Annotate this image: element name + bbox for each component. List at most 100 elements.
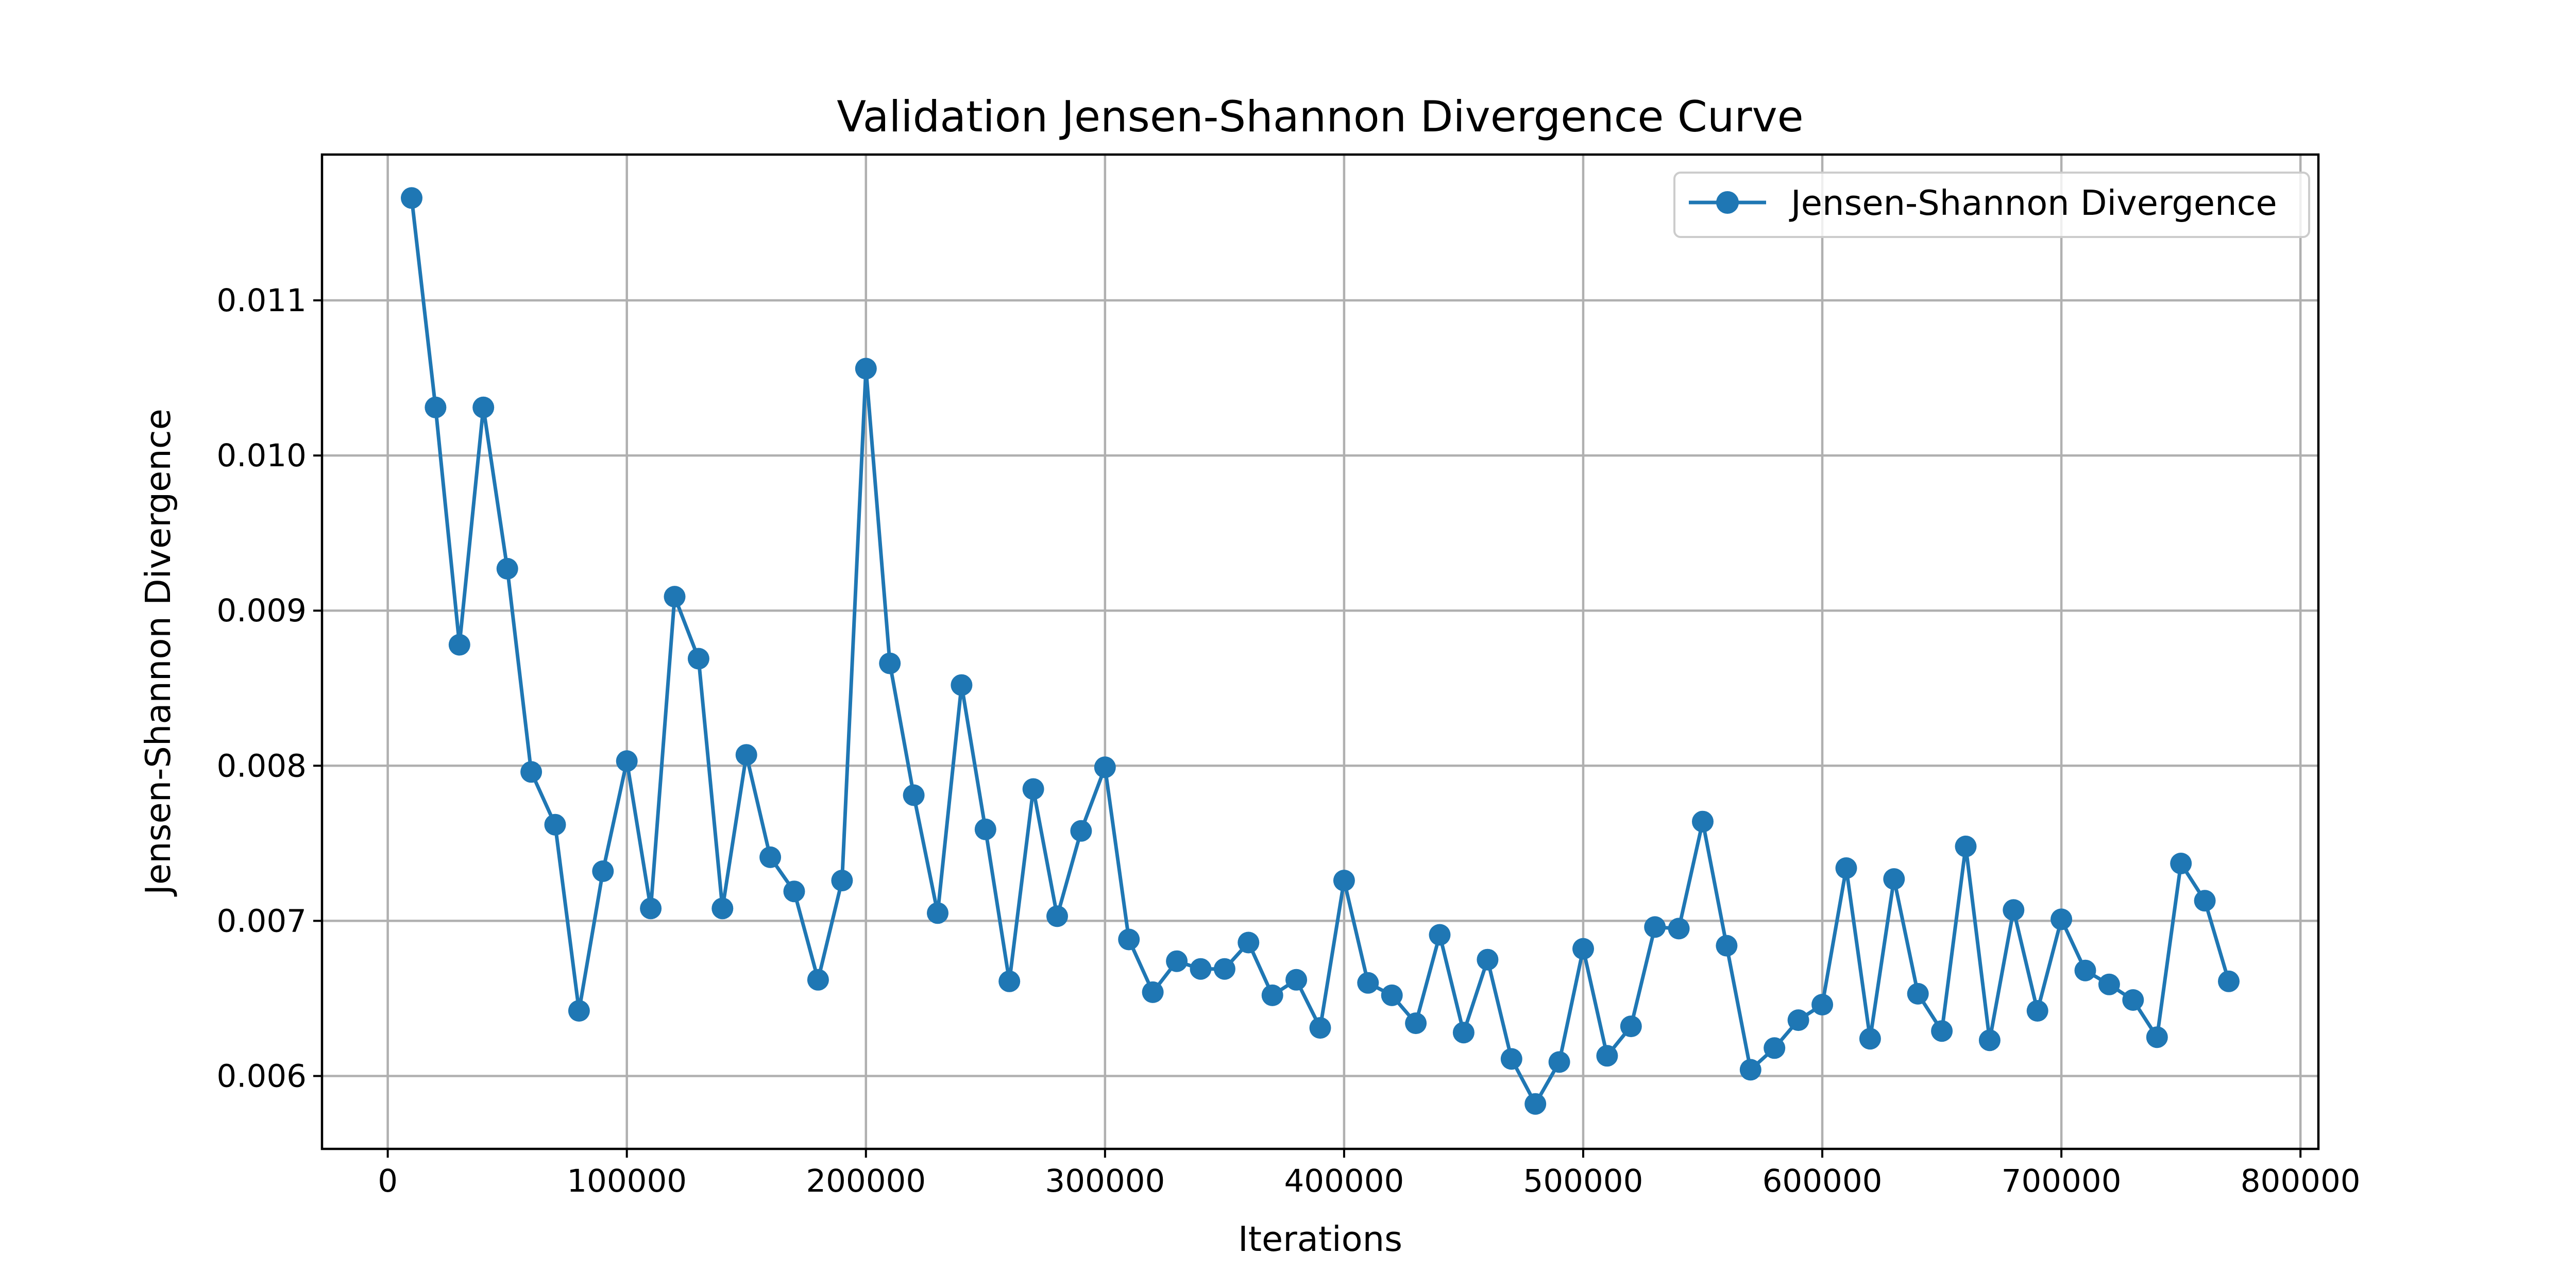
data-point xyxy=(2003,899,2025,921)
data-point xyxy=(664,586,686,608)
data-point xyxy=(1811,994,1834,1015)
data-point xyxy=(2194,890,2216,912)
data-point xyxy=(496,557,518,580)
x-tick-label: 500000 xyxy=(1523,1163,1643,1199)
y-tick-label: 0.011 xyxy=(216,282,307,319)
data-point xyxy=(568,1000,590,1022)
data-point xyxy=(1931,1020,1953,1042)
plot-background xyxy=(322,155,2318,1149)
data-point xyxy=(974,818,996,840)
data-point xyxy=(879,652,901,674)
data-point xyxy=(544,814,566,836)
series-layer xyxy=(401,187,2240,1115)
data-point xyxy=(2218,970,2240,992)
data-point xyxy=(1022,778,1044,800)
data-point xyxy=(1046,905,1068,927)
data-point xyxy=(855,358,877,380)
data-point xyxy=(1333,870,1355,892)
data-point xyxy=(592,860,614,882)
data-point xyxy=(1213,958,1235,980)
data-point xyxy=(2146,1026,2168,1048)
data-point xyxy=(1978,1029,2001,1052)
data-point xyxy=(1668,918,1690,940)
data-point xyxy=(1787,1009,1809,1031)
data-point xyxy=(1261,984,1283,1006)
data-point xyxy=(1070,820,1092,842)
x-tick-label: 800000 xyxy=(2241,1163,2361,1199)
data-point xyxy=(401,187,422,209)
x-tick-label: 700000 xyxy=(2002,1163,2122,1199)
data-point xyxy=(640,897,662,920)
data-point xyxy=(1118,928,1140,951)
data-point xyxy=(687,648,709,670)
data-point xyxy=(831,870,853,892)
data-point xyxy=(2098,973,2120,995)
data-point xyxy=(2170,853,2192,874)
data-point xyxy=(927,902,948,924)
data-point xyxy=(2026,1000,2048,1022)
data-point xyxy=(903,784,925,806)
data-point xyxy=(1596,1045,1618,1067)
y-axis-label: Jensen-Shannon Divergence xyxy=(138,409,178,897)
data-point xyxy=(616,750,638,772)
data-point xyxy=(448,634,470,656)
data-point xyxy=(2122,989,2144,1011)
data-point xyxy=(1405,1012,1427,1035)
grid xyxy=(322,155,2318,1149)
data-point xyxy=(1429,924,1451,946)
data-point xyxy=(472,396,495,418)
data-point xyxy=(951,674,973,696)
data-point xyxy=(2074,959,2096,981)
data-point xyxy=(1094,756,1116,778)
x-axis-label: Iterations xyxy=(1238,1219,1402,1259)
data-point xyxy=(1477,948,1499,971)
data-point xyxy=(1692,810,1714,833)
data-point xyxy=(1238,931,1260,954)
data-point xyxy=(998,970,1021,992)
legend-point-marker xyxy=(1716,191,1739,214)
y-tick-label: 0.008 xyxy=(216,748,307,784)
data-point xyxy=(735,744,757,766)
y-tick-label: 0.006 xyxy=(216,1058,307,1094)
data-point xyxy=(1309,1017,1331,1039)
data-point xyxy=(1190,958,1212,980)
data-point xyxy=(1524,1093,1547,1115)
y-tick-label: 0.010 xyxy=(216,437,307,474)
x-tick-label: 0 xyxy=(378,1163,398,1199)
legend-label: Jensen-Shannon Divergence xyxy=(1789,183,2277,223)
data-point xyxy=(807,969,829,991)
data-point xyxy=(783,880,805,903)
y-tick-label: 0.009 xyxy=(216,592,307,629)
legend-box xyxy=(1673,172,2310,238)
chart-title: Validation Jensen-Shannon Divergence Cur… xyxy=(837,92,1804,142)
data-point xyxy=(1142,981,1164,1003)
axis-ticks: 0 100000 200000 300000 400000 500000 600000 700… xyxy=(216,282,2360,1199)
data-point xyxy=(1572,938,1594,960)
data-point xyxy=(1859,1028,1881,1050)
data-point xyxy=(1716,935,1738,957)
data-point xyxy=(1739,1059,1761,1081)
data-point xyxy=(1644,916,1666,938)
data-point xyxy=(1907,982,1929,1005)
data-point xyxy=(1883,868,1905,890)
data-point xyxy=(425,396,447,418)
data-point xyxy=(711,897,734,920)
data-point xyxy=(1285,969,1308,991)
data-point xyxy=(1620,1015,1642,1038)
x-tick-label: 300000 xyxy=(1045,1163,1165,1199)
data-point xyxy=(1452,1022,1475,1044)
data-point xyxy=(1764,1037,1786,1059)
data-point xyxy=(1381,984,1403,1006)
x-tick-label: 400000 xyxy=(1284,1163,1404,1199)
data-point xyxy=(759,846,782,868)
data-point xyxy=(1166,950,1188,972)
plot-frame xyxy=(320,153,2320,1150)
x-tick-label: 200000 xyxy=(806,1163,926,1199)
data-point xyxy=(1835,857,1857,879)
data-point xyxy=(1357,972,1379,994)
data-point xyxy=(2050,908,2073,930)
x-tick-label: 600000 xyxy=(1762,1163,1883,1199)
data-point xyxy=(1500,1048,1522,1070)
legend: Jensen-Shannon Divergence xyxy=(1673,172,2310,238)
